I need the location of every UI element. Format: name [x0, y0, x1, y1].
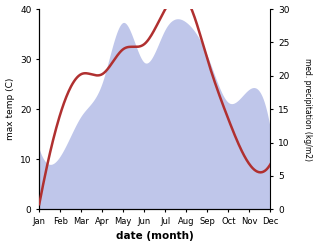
X-axis label: date (month): date (month)	[116, 231, 194, 242]
Y-axis label: med. precipitation (kg/m2): med. precipitation (kg/m2)	[303, 58, 313, 161]
Y-axis label: max temp (C): max temp (C)	[5, 78, 15, 140]
